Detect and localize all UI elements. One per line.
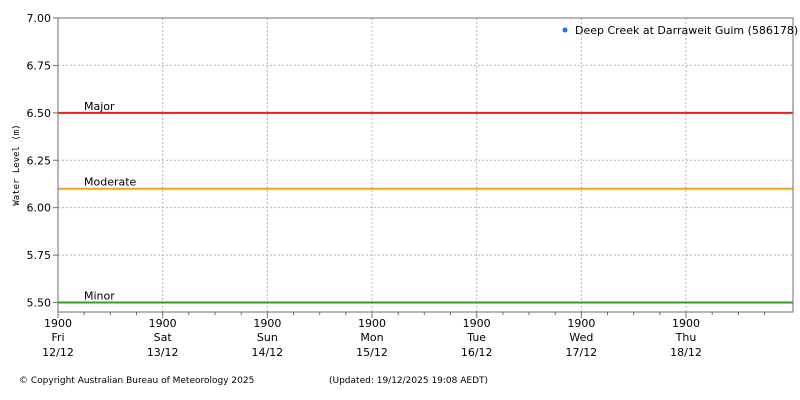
x-axis: 1900Fri12/121900Sat13/121900Sun14/121900… [42, 312, 766, 359]
y-tick-label: 6.00 [27, 202, 52, 215]
x-tick-day: Fri [51, 331, 64, 344]
x-tick-time: 1900 [463, 317, 491, 330]
legend-marker [562, 27, 568, 33]
updated-timestamp: (Updated: 19/12/2025 19:08 AEDT) [329, 376, 488, 386]
x-tick-time: 1900 [672, 317, 700, 330]
x-tick-day: Thu [675, 331, 697, 344]
y-tick-label: 7.00 [27, 12, 52, 25]
x-tick-time: 1900 [567, 317, 595, 330]
x-tick-date: 13/12 [147, 346, 179, 359]
x-tick-date: 15/12 [356, 346, 388, 359]
y-tick-label: 5.75 [27, 249, 52, 262]
threshold-label-major: Major [84, 100, 115, 113]
threshold-layer: Major Moderate Minor [58, 100, 793, 304]
y-tick-label: 6.25 [27, 154, 52, 167]
copyright-text: © Copyright Australian Bureau of Meteoro… [19, 376, 254, 386]
x-tick-date: 18/12 [670, 346, 702, 359]
x-tick-time: 1900 [44, 317, 72, 330]
legend-label: Deep Creek at Darraweit Guim (586178) [575, 24, 798, 37]
y-tick-label: 5.50 [27, 297, 52, 310]
threshold-label-moderate: Moderate [84, 176, 137, 189]
x-tick-day: Tue [466, 331, 486, 344]
x-tick-date: 17/12 [565, 346, 597, 359]
y-axis-title: Water Level (m) [12, 124, 22, 205]
x-tick-day: Sun [257, 331, 278, 344]
x-tick-time: 1900 [358, 317, 386, 330]
y-tick-label: 6.50 [27, 107, 52, 120]
x-tick-date: 12/12 [42, 346, 74, 359]
legend: Deep Creek at Darraweit Guim (586178) [562, 24, 798, 37]
x-tick-time: 1900 [149, 317, 177, 330]
x-tick-day: Sat [154, 331, 173, 344]
y-axis: 7.00 6.75 6.50 6.25 6.00 5.75 5.50 [27, 12, 58, 310]
x-tick-day: Wed [569, 331, 593, 344]
plot-background [58, 18, 793, 312]
y-tick-label: 6.75 [27, 59, 52, 72]
x-tick-date: 16/12 [461, 346, 493, 359]
plot-frame [57, 17, 794, 313]
x-tick-date: 14/12 [251, 346, 283, 359]
x-tick-day: Mon [360, 331, 383, 344]
x-tick-time: 1900 [253, 317, 281, 330]
threshold-label-minor: Minor [84, 290, 115, 303]
